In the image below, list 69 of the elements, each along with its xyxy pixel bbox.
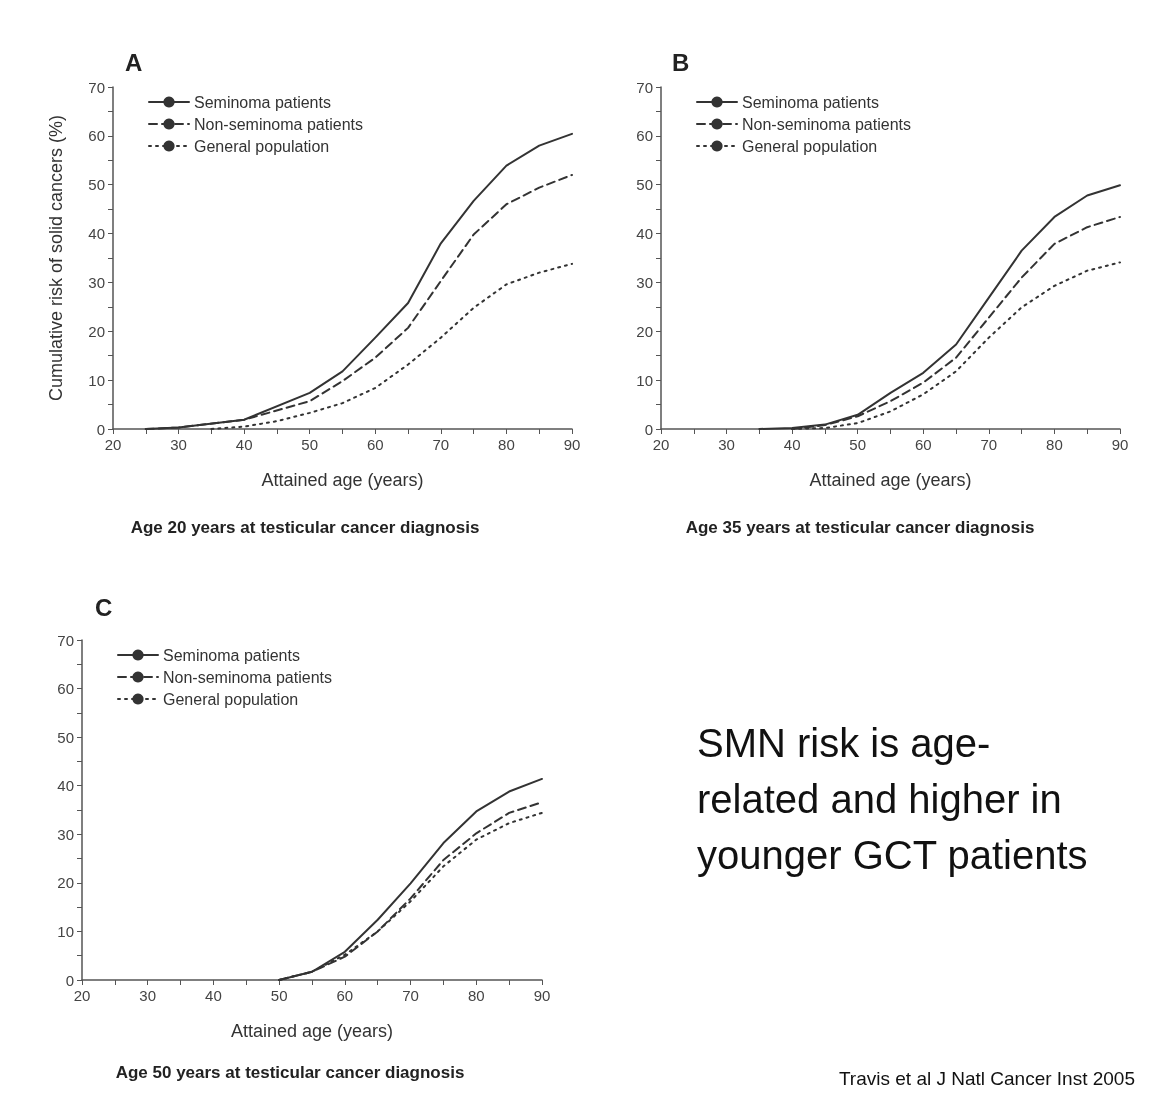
text: Travis et al J Natl Cancer Inst 2005 xyxy=(838,1068,1135,1090)
legend-label: Seminoma patients xyxy=(742,93,879,111)
x-tick-label: 30 xyxy=(170,436,187,453)
y-tick-label: 40 xyxy=(636,225,653,243)
y-tick-label: 60 xyxy=(636,127,653,145)
x-axis-title: Attained age (years) xyxy=(230,1021,394,1041)
x-tick-label: 50 xyxy=(270,987,288,1004)
y-tick-label: 10 xyxy=(636,371,653,389)
x-tick-label: 20 xyxy=(652,436,670,453)
x-tick-label: 70 xyxy=(980,436,998,453)
x-tick-label: 30 xyxy=(718,436,735,453)
y-tick-label: 0 xyxy=(644,420,653,438)
y-tick-label: 0 xyxy=(96,420,105,438)
legend-label: Seminoma patients xyxy=(194,93,331,111)
y-tick-label: 10 xyxy=(88,371,105,389)
x-tick-label: 90 xyxy=(563,436,581,453)
x-tick-label: 80 xyxy=(498,436,515,453)
x-tick-label: 20 xyxy=(73,987,91,1004)
y-tick-label: 30 xyxy=(636,273,653,291)
y-tick-label: 0 xyxy=(65,971,74,989)
x-tick-label: 60 xyxy=(914,436,932,453)
legend-label: General population xyxy=(163,690,299,708)
x-tick-label: 50 xyxy=(301,436,319,453)
x-tick-label: 40 xyxy=(205,987,222,1004)
x-axis-title: Attained age (years) xyxy=(261,470,424,490)
x-tick-label: 60 xyxy=(366,436,384,453)
x-tick-label: 40 xyxy=(235,436,253,453)
text: Age 35 years at testicular cancer diagnosis xyxy=(685,518,1035,537)
y-tick-label: 70 xyxy=(636,78,653,96)
x-axis-title: Attained age (years) xyxy=(809,470,972,490)
x-tick-label: 40 xyxy=(783,436,801,453)
legend-label: Non-seminoma patients xyxy=(163,668,332,686)
y-tick-label: 20 xyxy=(636,322,653,340)
y-tick-label: 50 xyxy=(636,176,653,194)
y-axis-title: Cumulative risk of solid cancers (%) xyxy=(46,114,66,402)
x-tick-label: 30 xyxy=(139,987,157,1004)
x-tick-label: 70 xyxy=(402,987,419,1004)
y-tick-label: 20 xyxy=(88,322,105,340)
legend-label: Seminoma patients xyxy=(163,646,300,664)
y-tick-label: 10 xyxy=(57,922,74,940)
y-tick-label: 40 xyxy=(88,225,105,243)
x-tick-label: 20 xyxy=(104,436,122,453)
y-tick-label: 60 xyxy=(88,127,105,145)
x-tick-label: 80 xyxy=(467,987,485,1004)
y-tick-label: 70 xyxy=(57,631,74,649)
text: SMN risk is age-related and higher in younger GCT patients xyxy=(697,720,1089,879)
y-tick-label: 30 xyxy=(88,273,105,291)
text: Age 50 years at testicular cancer diagnosis xyxy=(115,1063,465,1082)
legend-label: Non-seminoma patients xyxy=(194,115,363,133)
x-tick-label: 60 xyxy=(336,987,354,1004)
x-tick-label: 90 xyxy=(1111,436,1129,453)
chart-title: A xyxy=(125,48,143,76)
y-tick-label: 40 xyxy=(57,777,74,795)
x-tick-label: 70 xyxy=(432,436,450,453)
y-tick-label: 60 xyxy=(57,680,74,698)
y-tick-label: 30 xyxy=(57,825,74,843)
x-tick-label: 50 xyxy=(849,436,867,453)
legend-label: Non-seminoma patients xyxy=(742,115,911,133)
y-tick-label: 50 xyxy=(57,728,74,746)
legend-label: General population xyxy=(194,137,330,155)
x-tick-label: 90 xyxy=(533,987,551,1004)
y-tick-label: 70 xyxy=(88,78,105,96)
x-tick-label: 80 xyxy=(1046,436,1063,453)
chart-title: B xyxy=(672,48,690,76)
text: Age 20 years at testicular cancer diagnosis xyxy=(130,518,480,537)
y-tick-label: 20 xyxy=(57,874,74,892)
chart-title: C xyxy=(95,593,113,621)
y-tick-label: 50 xyxy=(88,176,105,194)
legend-label: General population xyxy=(742,137,878,155)
